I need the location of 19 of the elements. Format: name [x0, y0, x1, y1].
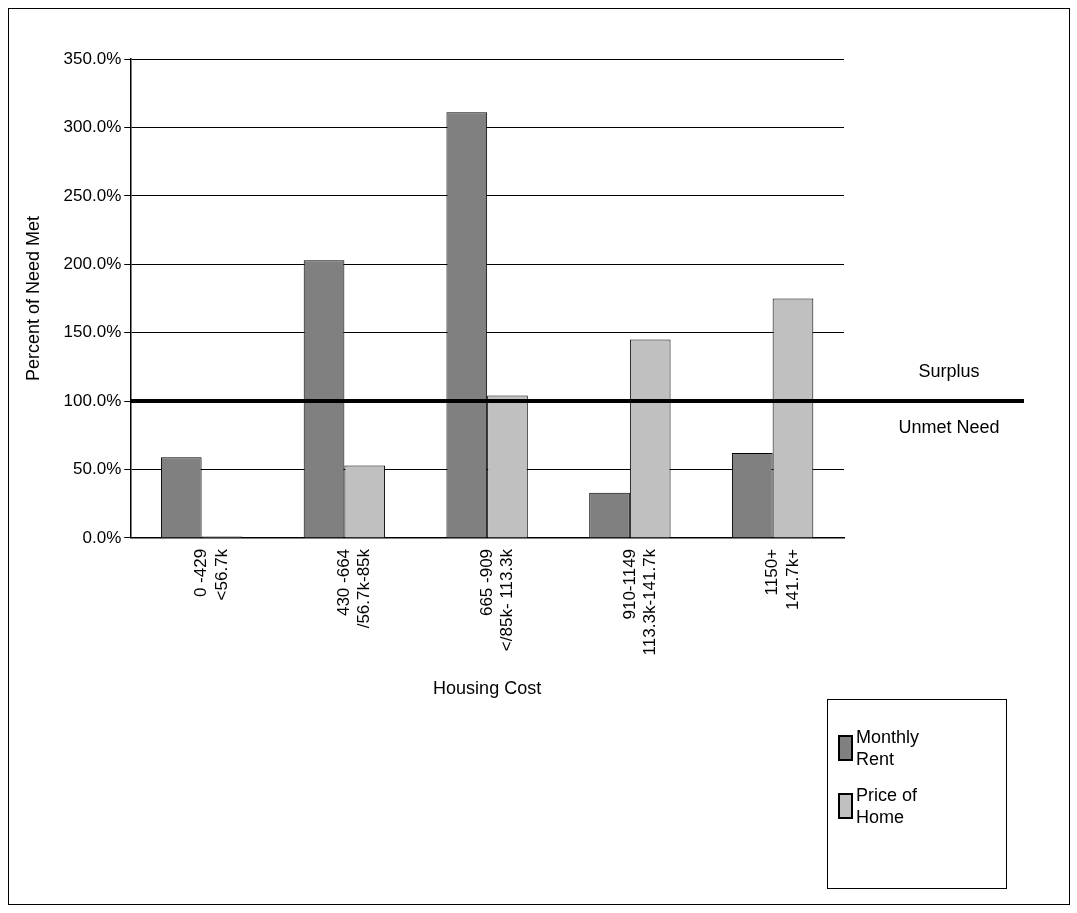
- y-tick-label: 300.0%: [63, 117, 122, 137]
- y-tick-label: 150.0%: [63, 322, 122, 342]
- y-tick-label: 50.0%: [73, 459, 122, 479]
- x-tick-label: 430 -664 /56.7k-85k: [334, 548, 374, 629]
- x-axis-title: Housing Cost: [433, 678, 542, 699]
- x-tick-label: 665 -909 </85k- 113.3k: [476, 548, 517, 652]
- legend-label: Monthly Rent: [856, 726, 921, 770]
- y-tick-label: 0.0%: [82, 527, 122, 547]
- x-tick-label: 910-1149 113.3k-141.7k: [619, 548, 659, 656]
- x-tick-label: 0 -429 <56.7k: [191, 548, 231, 601]
- legend-label: Price of Home: [856, 784, 919, 828]
- text: Unmet Need: [898, 417, 1000, 438]
- y-tick-label: 200.0%: [63, 253, 122, 273]
- y-axis-title: Percent of Need Met: [22, 215, 43, 382]
- x-tick-label: 1150+ 141.7k+: [762, 548, 802, 610]
- text: Surplus: [918, 361, 980, 382]
- y-tick-label: 100.0%: [63, 390, 122, 410]
- y-tick-label: 250.0%: [63, 185, 122, 205]
- y-tick-label: 350.0%: [63, 48, 122, 68]
